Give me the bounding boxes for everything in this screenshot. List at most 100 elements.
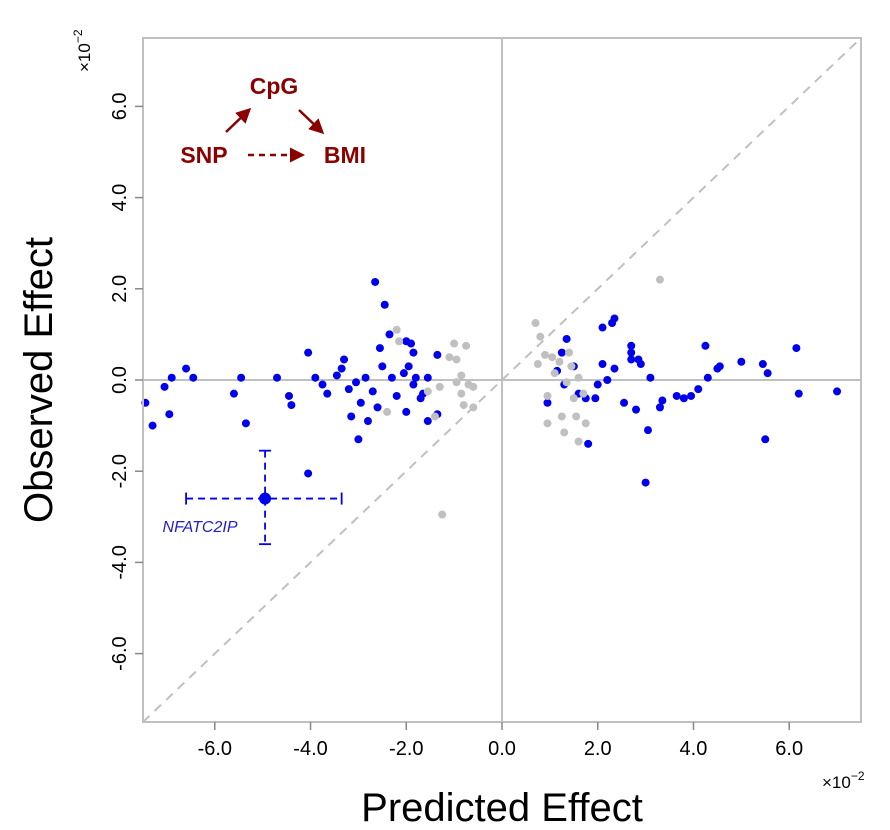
data-point-significant [311, 373, 320, 382]
data-point-significant [632, 405, 641, 414]
data-point-nonsignificant [452, 355, 461, 364]
data-point-significant [598, 360, 607, 369]
x-tick-label: 2.0 [584, 738, 612, 760]
y-tick-label: -6.0 [109, 636, 131, 670]
data-point-nonsignificant [462, 341, 471, 350]
data-point-nonsignificant [459, 401, 468, 410]
data-point-significant [610, 314, 619, 323]
data-point-significant [378, 362, 387, 371]
y-axis-ticks: -6.0 -4.0 -2.0 0.0 2.0 4.0 6.0 [109, 92, 143, 671]
data-point-significant [627, 355, 636, 364]
x-tick-label: 4.0 [680, 738, 708, 760]
data-point-significant [361, 373, 370, 382]
data-point-significant [593, 380, 602, 389]
x-axis-scale-label: ×10−2 [822, 769, 865, 792]
data-point-nonsignificant [550, 369, 559, 378]
data-point-significant [758, 360, 767, 369]
y-tick-label: 6.0 [109, 92, 131, 120]
x-tick-label: 0.0 [488, 738, 516, 760]
data-point-significant [318, 380, 327, 389]
y-tick-label: -2.0 [109, 454, 131, 488]
y-tick-label: 2.0 [109, 275, 131, 303]
data-point-significant [371, 277, 380, 286]
x-axis-title: Predicted Effect [361, 786, 643, 830]
data-point-nonsignificant [536, 332, 545, 341]
dag-arrow-snp-cpg [225, 107, 252, 133]
data-point-nonsignificant [569, 394, 578, 403]
data-point-significant [167, 373, 176, 382]
data-point-significant [433, 350, 442, 359]
data-point-significant [792, 344, 801, 353]
callout-label: NFATC2IP [163, 519, 238, 536]
data-point-significant [584, 439, 593, 448]
data-point-significant [672, 391, 681, 400]
dag-node-cpg: CpG [250, 73, 299, 99]
data-point-nonsignificant [430, 412, 439, 421]
callout-errorbar [185, 449, 343, 546]
data-point-significant [241, 419, 250, 428]
data-point-significant [557, 348, 566, 357]
data-point-significant [392, 391, 401, 400]
data-point-significant [284, 391, 293, 400]
data-point-nonsignificant [560, 428, 569, 437]
data-point-significant [399, 369, 408, 378]
data-point-significant [646, 373, 655, 382]
data-point-significant [407, 339, 416, 348]
y-axis-scale-label: ×10−2 [71, 29, 94, 72]
data-point-nonsignificant [543, 391, 552, 400]
data-point-significant [562, 334, 571, 343]
data-point-nonsignificant [574, 373, 583, 382]
data-point-nonsignificant [562, 378, 571, 387]
dag-node-snp: SNP [180, 142, 227, 168]
data-point-significant [687, 391, 696, 400]
data-point-significant [323, 389, 332, 398]
data-point-significant [385, 330, 394, 339]
data-point-nonsignificant [395, 337, 404, 346]
data-point-significant [763, 369, 772, 378]
x-tick-label: 6.0 [775, 738, 803, 760]
data-point-significant [679, 394, 688, 403]
data-point-nonsignificant [557, 412, 566, 421]
data-point-significant [304, 348, 313, 357]
data-point-nonsignificant [438, 510, 447, 519]
data-point-significant [591, 394, 600, 403]
data-point-significant [337, 364, 346, 373]
y-axis-title: Observed Effect [17, 237, 61, 523]
data-point-significant [387, 373, 396, 382]
y-tick-label: 0.0 [109, 366, 131, 394]
data-point-nonsignificant [452, 378, 461, 387]
data-point-significant [287, 401, 296, 410]
data-point-significant [658, 396, 667, 405]
data-point-significant [409, 380, 418, 389]
data-point-nonsignificant [383, 407, 392, 416]
data-point-significant [229, 389, 238, 398]
data-point-significant [833, 387, 842, 396]
data-point-nonsignificant [457, 371, 466, 380]
data-point-nonsignificant [543, 419, 552, 428]
data-point-significant [627, 348, 636, 357]
x-tick-label: -2.0 [389, 738, 423, 760]
data-point-significant [703, 373, 712, 382]
data-point-significant [352, 378, 361, 387]
data-point-significant [715, 362, 724, 371]
data-point-nonsignificant [572, 412, 581, 421]
y-tick-label: 4.0 [109, 184, 131, 212]
data-point-nonsignificant [469, 403, 478, 412]
identity-diagonal-line [142, 37, 862, 723]
data-point-significant [411, 373, 420, 382]
dag-arrow-cpg-bmi [298, 109, 325, 135]
data-point-nonsignificant [655, 275, 664, 284]
y-tick-label: -4.0 [109, 545, 131, 579]
data-point-significant [620, 398, 629, 407]
dag-node-bmi: BMI [324, 142, 366, 168]
data-point-significant [273, 373, 282, 382]
data-point-significant [344, 385, 353, 394]
data-point-nonsignificant [445, 353, 454, 362]
plot-area [141, 37, 862, 723]
data-point-nonsignificant [565, 348, 574, 357]
data-point-significant [543, 398, 552, 407]
data-point-significant [701, 341, 710, 350]
data-point-significant [354, 435, 363, 444]
data-point-significant [402, 407, 411, 416]
